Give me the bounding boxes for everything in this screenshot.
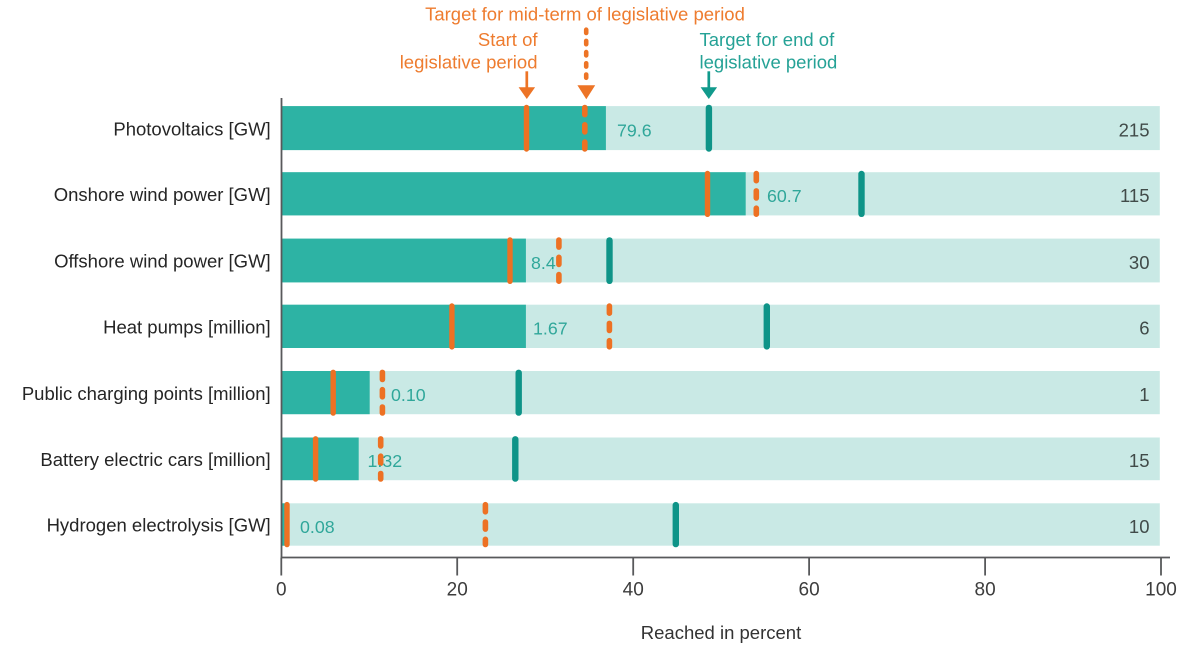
svg-text:Hydrogen electrolysis [GW]: Hydrogen electrolysis [GW] <box>47 515 271 536</box>
svg-text:Reached in percent: Reached in percent <box>641 622 801 643</box>
svg-text:0.08: 0.08 <box>300 517 335 537</box>
svg-text:0.10: 0.10 <box>391 385 426 405</box>
svg-text:1: 1 <box>1139 384 1149 405</box>
svg-text:30: 30 <box>1129 252 1150 273</box>
svg-text:1.67: 1.67 <box>533 319 568 339</box>
svg-text:legislative period: legislative period <box>700 52 838 73</box>
svg-text:legislative period: legislative period <box>400 52 538 73</box>
svg-text:Onshore wind power [GW]: Onshore wind power [GW] <box>54 184 271 205</box>
svg-text:Target for mid-term of legisla: Target for mid-term of legislative perio… <box>425 4 745 25</box>
svg-text:15: 15 <box>1129 450 1150 471</box>
svg-text:Photovoltaics [GW]: Photovoltaics [GW] <box>113 118 270 139</box>
svg-text:Start of: Start of <box>478 29 538 50</box>
svg-text:60.7: 60.7 <box>767 186 802 206</box>
svg-text:Target for end of: Target for end of <box>700 29 836 50</box>
svg-text:80: 80 <box>975 580 996 601</box>
svg-text:40: 40 <box>623 580 644 601</box>
svg-text:Battery electric cars [million: Battery electric cars [million] <box>40 449 270 470</box>
svg-text:6: 6 <box>1139 318 1149 339</box>
svg-text:115: 115 <box>1120 185 1150 206</box>
svg-text:Heat pumps [million]: Heat pumps [million] <box>103 317 271 338</box>
svg-text:8.4: 8.4 <box>531 253 556 273</box>
svg-text:100: 100 <box>1145 580 1177 601</box>
svg-text:Offshore wind power [GW]: Offshore wind power [GW] <box>54 251 271 272</box>
svg-text:Public charging points [millio: Public charging points [million] <box>22 383 271 404</box>
svg-text:215: 215 <box>1119 119 1150 140</box>
svg-text:1.32: 1.32 <box>368 451 403 471</box>
svg-text:10: 10 <box>1129 516 1150 537</box>
svg-text:79.6: 79.6 <box>617 120 652 140</box>
svg-text:60: 60 <box>799 580 820 601</box>
svg-text:0: 0 <box>276 580 287 601</box>
svg-text:20: 20 <box>447 580 468 601</box>
